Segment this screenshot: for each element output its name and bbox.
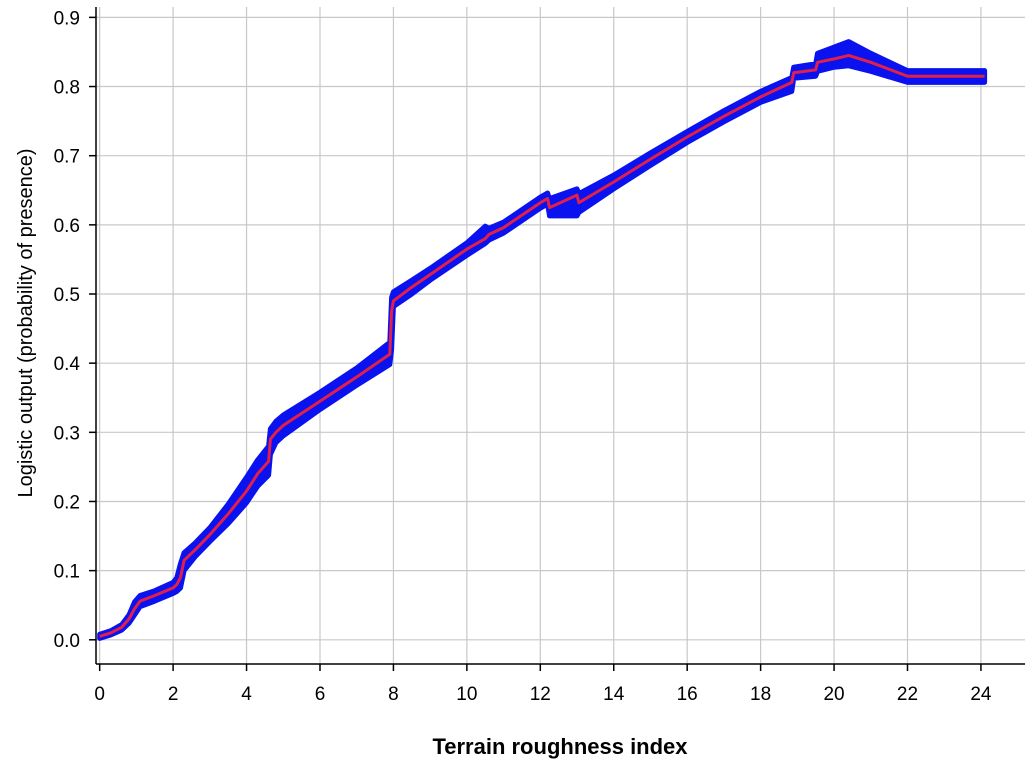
x-tick-label-12: 12: [530, 684, 551, 705]
y-tick-label-0.6: 0.6: [54, 216, 80, 237]
x-tick-label-24: 24: [970, 684, 992, 705]
y-tick-label-0.8: 0.8: [54, 78, 80, 99]
confidence-band: [97, 39, 988, 641]
x-tick-label-14: 14: [603, 684, 625, 705]
x-tick-label-16: 16: [677, 684, 698, 705]
x-tick-label-6: 6: [315, 684, 326, 705]
variability-band: [97, 39, 988, 641]
y-tick-label-0.5: 0.5: [54, 285, 80, 306]
x-tick-label-10: 10: [456, 684, 477, 705]
y-tick-label-0.0: 0.0: [54, 631, 80, 652]
y-tick-label-0.2: 0.2: [54, 492, 80, 513]
mean-response-line-group: [99, 53, 985, 638]
y-axis-title: Logistic output (probability of presence…: [15, 148, 37, 497]
grid-lines: [96, 7, 1025, 664]
x-tick-label-22: 22: [897, 684, 918, 705]
x-tick-label-18: 18: [750, 684, 771, 705]
x-tick-label-0: 0: [94, 684, 105, 705]
y-tick-label-0.1: 0.1: [54, 562, 80, 583]
x-axis-title: Terrain roughness index: [432, 734, 688, 759]
x-tick-label-8: 8: [388, 684, 399, 705]
y-tick-label-0.3: 0.3: [54, 423, 80, 444]
x-tick-label-4: 4: [241, 684, 252, 705]
x-tick-label-20: 20: [823, 684, 844, 705]
x-axis-ticks: 0 2 4 6 8 10 12 14 16 18 20 22 24: [94, 664, 992, 705]
y-tick-label-0.9: 0.9: [54, 8, 80, 29]
x-tick-label-2: 2: [168, 684, 179, 705]
axes: [95, 7, 1025, 665]
y-tick-label-0.7: 0.7: [54, 147, 80, 168]
mean-response-line: [99, 53, 985, 638]
y-tick-label-0.4: 0.4: [54, 354, 81, 375]
y-axis-ticks: 0.0 0.1 0.2 0.3 0.4 0.5 0.6 0.7 0.8 0.9: [54, 8, 96, 652]
